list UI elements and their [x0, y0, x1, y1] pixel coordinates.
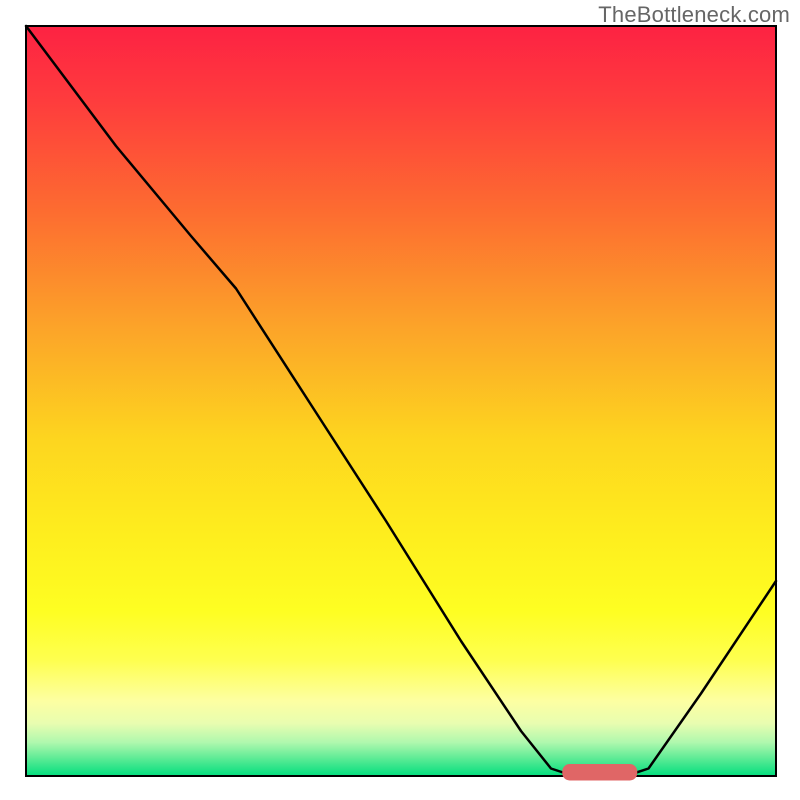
watermark-label: TheBottleneck.com — [598, 2, 790, 28]
plot-background — [26, 26, 776, 776]
chart-stage: TheBottleneck.com — [0, 0, 800, 800]
bottleneck-chart — [0, 0, 800, 800]
optimal-marker — [562, 764, 637, 781]
